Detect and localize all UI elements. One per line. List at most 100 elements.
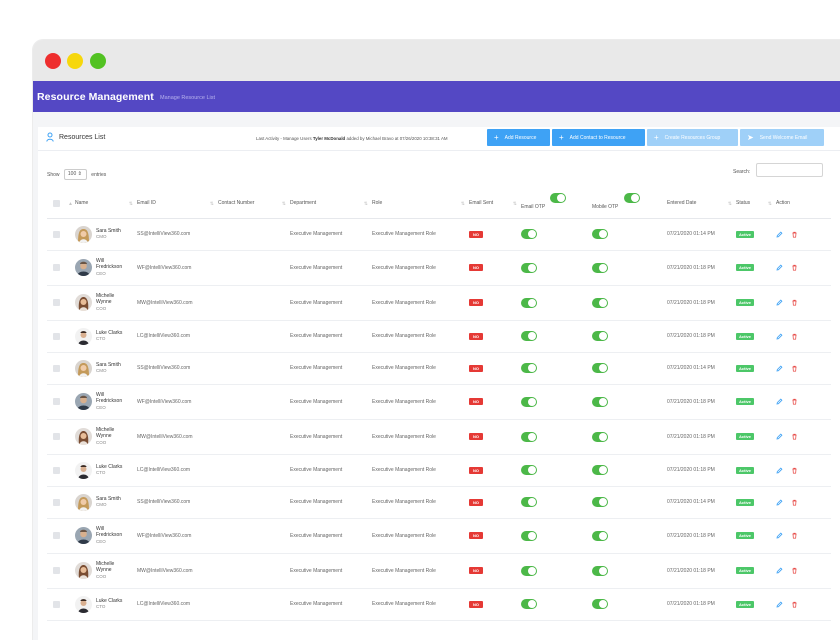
create-group-button[interactable]: + Create Resources Group bbox=[647, 129, 738, 146]
edit-icon[interactable] bbox=[776, 601, 783, 608]
email-otp-toggle[interactable] bbox=[521, 297, 537, 308]
resource-name[interactable]: Luke Clarks CTO bbox=[96, 463, 123, 476]
col-email[interactable]: Email ID ⇅ bbox=[137, 189, 218, 219]
col-department[interactable]: Department ⇅ bbox=[290, 189, 372, 219]
resource-name[interactable]: Luke Clarks CTO bbox=[96, 329, 123, 342]
mobile-otp-toggle[interactable] bbox=[592, 363, 608, 373]
breadcrumb[interactable]: Manage Resource List bbox=[160, 95, 216, 101]
col-role[interactable]: Role ⇅ bbox=[372, 189, 469, 219]
col-status[interactable]: Status ⇅ bbox=[736, 189, 776, 219]
edit-icon[interactable] bbox=[776, 433, 783, 440]
email-otp-toggle[interactable] bbox=[521, 465, 537, 475]
close-window-button[interactable] bbox=[45, 53, 61, 69]
resource-name[interactable]: Sara Smith CMO bbox=[96, 227, 121, 240]
edit-icon[interactable] bbox=[776, 333, 783, 340]
mobile-otp-toggle[interactable] bbox=[592, 599, 608, 609]
mobile-otp-toggle[interactable] bbox=[592, 262, 608, 273]
email-otp-toggle[interactable] bbox=[521, 599, 537, 609]
email-otp-toggle[interactable] bbox=[521, 497, 537, 507]
row-checkbox[interactable] bbox=[53, 567, 60, 574]
mobile-otp-toggle[interactable] bbox=[592, 229, 608, 239]
col-email-otp[interactable]: Email OTP bbox=[521, 189, 592, 219]
mobile-otp-toggle[interactable] bbox=[592, 497, 608, 507]
table-row[interactable]: Michelle Wynne COO MW@IntelliView360.com Exe… bbox=[47, 285, 831, 321]
resource-name[interactable]: Sara Smith CMO bbox=[96, 495, 121, 508]
email-otp-toggle[interactable] bbox=[521, 396, 537, 407]
table-row[interactable]: Luke Clarks CTO LC@IntelliView360.com Execu… bbox=[47, 320, 831, 353]
row-checkbox[interactable] bbox=[53, 230, 60, 238]
mobile-otp-toggle[interactable] bbox=[592, 396, 608, 407]
resource-name[interactable]: Will Fredrickson CEO bbox=[96, 525, 123, 544]
table-row[interactable]: Luke Clarks CTO LC@IntelliView360.com Execu… bbox=[47, 588, 831, 621]
edit-icon[interactable] bbox=[776, 299, 783, 306]
table-row[interactable]: Will Fredrickson CEO WF@IntelliView360.com E… bbox=[47, 250, 831, 286]
table-row[interactable]: Will Fredrickson CEO WF@IntelliView360.com E… bbox=[47, 384, 831, 420]
email-otp-toggle[interactable] bbox=[521, 530, 537, 541]
row-checkbox[interactable] bbox=[53, 299, 60, 306]
col-entered-date[interactable]: Entered Date ⇅ bbox=[667, 189, 736, 219]
row-checkbox[interactable] bbox=[53, 433, 60, 440]
col-contact[interactable]: Contact Number ⇅ bbox=[218, 189, 290, 219]
resource-name[interactable]: Will Fredrickson CEO bbox=[96, 257, 123, 276]
table-row[interactable]: Sara Smith CMO SS@IntelliView360.com Execut… bbox=[47, 218, 831, 251]
delete-icon[interactable] bbox=[791, 264, 798, 271]
table-row[interactable]: Michelle Wynne COO MW@IntelliView360.com Exe… bbox=[47, 419, 831, 455]
delete-icon[interactable] bbox=[791, 299, 798, 306]
row-checkbox[interactable] bbox=[53, 466, 60, 474]
mobile-otp-toggle[interactable] bbox=[592, 331, 608, 341]
delete-icon[interactable] bbox=[791, 567, 798, 574]
col-name[interactable]: Name ⇅ bbox=[75, 189, 137, 219]
resource-name[interactable]: Michelle Wynne COO bbox=[96, 292, 115, 311]
email-otp-toggle[interactable] bbox=[521, 262, 537, 273]
email-otp-toggle[interactable] bbox=[521, 229, 537, 239]
email-otp-master-toggle[interactable] bbox=[550, 193, 566, 203]
edit-icon[interactable] bbox=[776, 264, 783, 271]
sort-icon[interactable]: ▲ bbox=[68, 201, 73, 207]
col-email-sent[interactable]: Email Sent ⇅ bbox=[469, 189, 521, 219]
delete-icon[interactable] bbox=[791, 499, 798, 506]
col-mobile-otp[interactable]: Mobile OTP bbox=[592, 189, 667, 219]
row-checkbox[interactable] bbox=[53, 498, 60, 506]
resource-name[interactable]: Michelle Wynne COO bbox=[96, 560, 115, 579]
edit-icon[interactable] bbox=[776, 398, 783, 405]
minimize-window-button[interactable] bbox=[67, 53, 83, 69]
mobile-otp-toggle[interactable] bbox=[592, 565, 608, 576]
resource-name[interactable]: Luke Clarks CTO bbox=[96, 597, 123, 610]
email-otp-toggle[interactable] bbox=[521, 331, 537, 341]
delete-icon[interactable] bbox=[791, 532, 798, 539]
add-contact-button[interactable]: + Add Contact to Resource bbox=[552, 129, 645, 146]
delete-icon[interactable] bbox=[791, 467, 798, 474]
delete-icon[interactable] bbox=[791, 601, 798, 608]
delete-icon[interactable] bbox=[791, 433, 798, 440]
resource-name[interactable]: Sara Smith CMO bbox=[96, 361, 121, 374]
delete-icon[interactable] bbox=[791, 365, 798, 372]
mobile-otp-master-toggle[interactable] bbox=[624, 193, 640, 203]
row-checkbox[interactable] bbox=[53, 332, 60, 340]
edit-icon[interactable] bbox=[776, 532, 783, 539]
table-row[interactable]: Luke Clarks CTO LC@IntelliView360.com Execu… bbox=[47, 454, 831, 487]
delete-icon[interactable] bbox=[791, 231, 798, 238]
mobile-otp-toggle[interactable] bbox=[592, 465, 608, 475]
send-welcome-email-button[interactable]: ➤ Send Welcome Email bbox=[740, 129, 824, 146]
row-checkbox[interactable] bbox=[53, 364, 60, 372]
select-all-checkbox[interactable] bbox=[53, 199, 60, 207]
entries-select[interactable]: 100 ⇕ bbox=[63, 169, 87, 180]
delete-icon[interactable] bbox=[791, 333, 798, 340]
maximize-window-button[interactable] bbox=[90, 53, 106, 69]
edit-icon[interactable] bbox=[776, 365, 783, 372]
table-row[interactable]: Michelle Wynne COO MW@IntelliView360.com Exe… bbox=[47, 553, 831, 589]
row-checkbox[interactable] bbox=[53, 532, 60, 539]
mobile-otp-toggle[interactable] bbox=[592, 530, 608, 541]
email-otp-toggle[interactable] bbox=[521, 431, 537, 442]
edit-icon[interactable] bbox=[776, 567, 783, 574]
resource-name[interactable]: Michelle Wynne COO bbox=[96, 426, 115, 445]
search-input[interactable] bbox=[756, 163, 823, 177]
table-row[interactable]: Sara Smith CMO SS@IntelliView360.com Execut… bbox=[47, 486, 831, 519]
row-checkbox[interactable] bbox=[53, 398, 60, 405]
email-otp-toggle[interactable] bbox=[521, 565, 537, 576]
table-row[interactable]: Sara Smith CMO SS@IntelliView360.com Execut… bbox=[47, 352, 831, 385]
edit-icon[interactable] bbox=[776, 499, 783, 506]
email-otp-toggle[interactable] bbox=[521, 363, 537, 373]
mobile-otp-toggle[interactable] bbox=[592, 297, 608, 308]
row-checkbox[interactable] bbox=[53, 600, 60, 608]
